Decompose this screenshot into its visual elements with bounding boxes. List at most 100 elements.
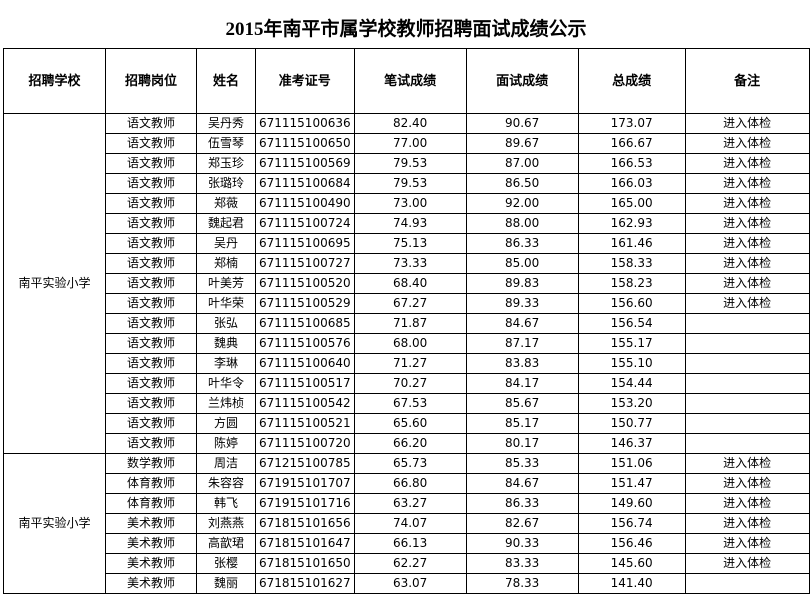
name: 韩飞 (196, 493, 256, 514)
exam-id: 671215100785 (255, 453, 355, 474)
post: 语文教师 (105, 273, 197, 294)
remark: 进入体检 (684, 233, 810, 254)
total-score: 156.74 (577, 513, 686, 534)
data-row: 语文教师 方圆 671115100521 65.60 85.17 150.77 (4, 413, 810, 434)
written-score: 67.53 (353, 393, 467, 414)
data-row: 美术教师 魏丽 671815101627 63.07 78.33 141.40 (4, 573, 810, 594)
written-score: 68.40 (353, 273, 467, 294)
remark: 进入体检 (684, 193, 810, 214)
total-score: 151.06 (577, 453, 686, 474)
exam-id: 671115100529 (255, 293, 355, 314)
total-score: 165.00 (577, 193, 686, 214)
interview-score: 86.50 (465, 173, 579, 194)
written-score: 65.60 (353, 413, 467, 434)
data-row: 语文教师 魏典 671115100576 68.00 87.17 155.17 (4, 333, 810, 354)
remark: 进入体检 (684, 533, 810, 554)
exam-id: 671115100650 (255, 133, 355, 154)
data-row: 美术教师 高歆珺 671815101647 66.13 90.33 156.46 进入体检 (4, 533, 810, 554)
post: 语文教师 (105, 113, 197, 134)
total-score: 173.07 (577, 113, 686, 134)
data-row: 美术教师 张樱 671815101650 62.27 83.33 145.60 进入体检 (4, 553, 810, 574)
post: 数学教师 (105, 453, 197, 474)
remark: 进入体检 (684, 133, 810, 154)
interview-score: 89.67 (465, 133, 579, 154)
interview-score: 84.17 (465, 373, 579, 394)
data-row: 语文教师 李琳 671115100640 71.27 83.83 155.10 (4, 353, 810, 374)
name: 伍雪琴 (196, 133, 256, 154)
name: 刘燕燕 (196, 513, 256, 534)
total-score: 166.53 (577, 153, 686, 174)
name: 叶华令 (196, 373, 256, 394)
name: 高歆珺 (196, 533, 256, 554)
exam-id: 671915101707 (255, 473, 355, 494)
data-row: 语文教师 张弘 671115100685 71.87 84.67 156.54 (4, 313, 810, 334)
post: 语文教师 (105, 253, 197, 274)
interview-score: 87.00 (465, 153, 579, 174)
name: 李琳 (196, 353, 256, 374)
written-score: 79.53 (353, 173, 467, 194)
data-row: 南平实验小学 数学教师 周洁 671215100785 65.73 85.33 151.06… (3, 453, 810, 594)
interview-score: 90.33 (465, 533, 579, 554)
data-row: 语文教师 伍雪琴 671115100650 77.00 89.67 166.67 进入体检 (4, 133, 810, 154)
post: 美术教师 (105, 573, 197, 594)
header-cell: 招聘岗位 (105, 48, 197, 114)
exam-id: 671115100695 (255, 233, 355, 254)
total-score: 158.33 (577, 253, 686, 274)
written-score: 82.40 (353, 113, 467, 134)
name: 朱容容 (196, 473, 256, 494)
name: 吴丹秀 (196, 113, 256, 134)
name: 方圆 (196, 413, 256, 434)
interview-score: 90.67 (465, 113, 579, 134)
interview-score: 86.33 (465, 233, 579, 254)
exam-id: 671115100720 (255, 433, 355, 454)
exam-id: 671115100727 (255, 253, 355, 274)
written-score: 71.27 (353, 353, 467, 374)
remark: 进入体检 (684, 153, 810, 174)
name: 魏典 (196, 333, 256, 354)
exam-id: 671115100490 (255, 193, 355, 214)
interview-score: 85.00 (465, 253, 579, 274)
remark: 进入体检 (684, 553, 810, 574)
table-body: 南平实验小学 语文教师 吴丹秀 671115100636 82.40 90.67 173.0… (3, 113, 810, 594)
header-cell: 招聘学校 (3, 48, 106, 114)
interview-score: 84.67 (465, 313, 579, 334)
exam-id: 671815101650 (255, 553, 355, 574)
total-score: 146.37 (577, 433, 686, 454)
exam-id: 671115100636 (255, 113, 355, 134)
name: 陈婷 (196, 433, 256, 454)
data-row: 体育教师 韩飞 671915101716 63.27 86.33 149.60 进入体检 (4, 493, 810, 514)
data-row: 美术教师 刘燕燕 671815101656 74.07 82.67 156.74 进入体检 (4, 513, 810, 534)
data-row: 语文教师 郑薇 671115100490 73.00 92.00 165.00 进入体检 (4, 193, 810, 214)
exam-id: 671115100542 (255, 393, 355, 414)
interview-score: 85.33 (465, 453, 579, 474)
data-row: 语文教师 叶华令 671115100517 70.27 84.17 154.44 (4, 373, 810, 394)
exam-id: 671115100724 (255, 213, 355, 234)
written-score: 66.20 (353, 433, 467, 454)
name: 叶华荣 (196, 293, 256, 314)
remark: 进入体检 (684, 273, 810, 294)
data-row: 语文教师 叶华荣 671115100529 67.27 89.33 156.60 进入体检 (4, 293, 810, 314)
written-score: 73.00 (353, 193, 467, 214)
remark: 进入体检 (684, 213, 810, 234)
interview-score: 83.33 (465, 553, 579, 574)
remark (684, 573, 810, 594)
written-score: 74.93 (353, 213, 467, 234)
written-score: 66.80 (353, 473, 467, 494)
remark: 进入体检 (684, 493, 810, 514)
exam-id: 671915101716 (255, 493, 355, 514)
exam-id: 671815101647 (255, 533, 355, 554)
interview-score: 78.33 (465, 573, 579, 594)
name: 叶美芳 (196, 273, 256, 294)
written-score: 62.27 (353, 553, 467, 574)
remark (684, 413, 810, 434)
total-score: 154.44 (577, 373, 686, 394)
post: 语文教师 (105, 373, 197, 394)
name: 郑楠 (196, 253, 256, 274)
post: 语文教师 (105, 173, 197, 194)
exam-id: 671115100640 (255, 353, 355, 374)
header-cell: 总成绩 (577, 48, 686, 114)
interview-score: 88.00 (465, 213, 579, 234)
remark (684, 353, 810, 374)
exam-id: 671815101627 (255, 573, 355, 594)
